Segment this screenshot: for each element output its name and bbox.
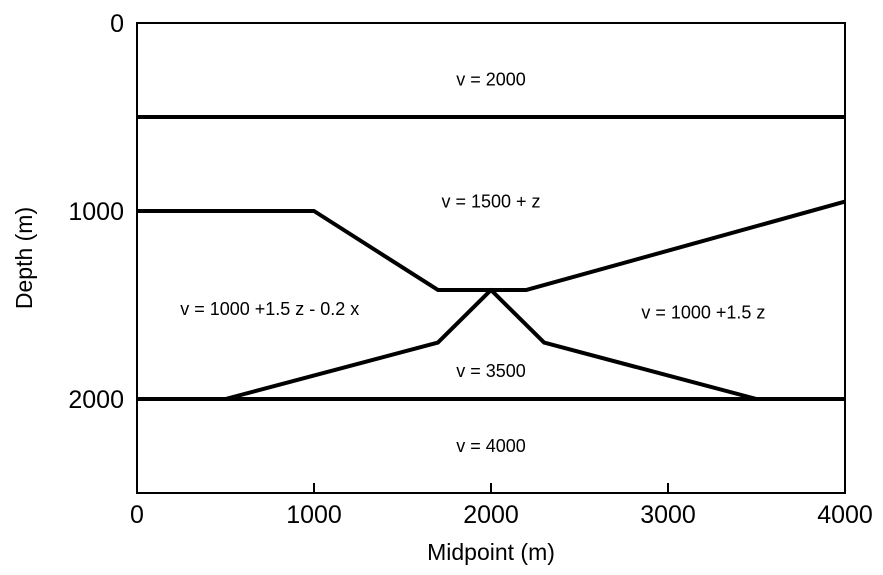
y-axis-ticks: 0 1000 2000 (68, 10, 147, 414)
y-tick-label: 0 (110, 10, 124, 38)
layer-v3500-label: v = 3500 (456, 361, 526, 381)
x-tick-label: 2000 (463, 501, 519, 529)
layer-v1500-label: v = 1500 + z (441, 192, 540, 212)
layer-boundaries (137, 115, 846, 401)
x-tick-label: 1000 (286, 501, 342, 529)
interface-wedge (224, 287, 758, 401)
layer-v2000-label: v = 2000 (456, 69, 526, 89)
y-tick-label: 2000 (68, 386, 124, 414)
y-tick-label: 1000 (68, 198, 124, 226)
y-axis-title: Depth (m) (11, 207, 37, 309)
x-axis-title: Midpoint (m) (427, 539, 555, 565)
x-tick-label: 3000 (640, 501, 696, 529)
layer-left-label: v = 1000 +1.5 z - 0.2 x (180, 299, 359, 319)
interface-upper (137, 199, 846, 292)
x-tick-label: 4000 (817, 501, 873, 529)
plot-frame (136, 22, 846, 494)
x-tick-label: 0 (130, 501, 144, 529)
layer-right-label: v = 1000 +1.5 z (641, 303, 765, 323)
layer-v4000-label: v = 4000 (456, 436, 526, 456)
velocity-labels: v = 2000 v = 1500 + z v = 1000 +1.5 z - 0.… (180, 69, 765, 456)
x-axis-ticks: 0 1000 2000 3000 4000 (130, 483, 873, 529)
